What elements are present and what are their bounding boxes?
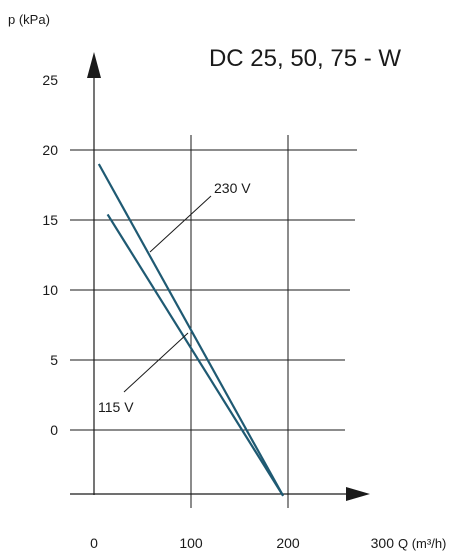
grid — [70, 135, 357, 508]
x-axis-arrow — [346, 487, 370, 501]
x-tick-labels: 0 100 200 300 — [90, 535, 394, 551]
y-axis-label: p (kPa) — [8, 12, 50, 27]
x-tick-label: 0 — [90, 535, 98, 551]
chart-title: DC 25, 50, 75 - W — [209, 45, 401, 72]
axes — [70, 52, 370, 501]
y-tick-label: 15 — [42, 212, 58, 228]
y-tick-label: 5 — [50, 352, 58, 368]
series-line-230v — [97, 163, 285, 497]
x-tick-label: 100 — [179, 535, 203, 551]
label-230v: 230 V — [214, 180, 251, 196]
y-tick-label: 0 — [50, 422, 58, 438]
series-line-115v — [106, 213, 285, 497]
series — [97, 163, 285, 497]
y-axis-arrow — [87, 52, 101, 78]
x-axis-label: Q (m³/h) — [398, 536, 446, 551]
x-tick-label: 200 — [276, 535, 300, 551]
series-annotations: 230 V 115 V — [98, 180, 251, 415]
y-tick-labels: 0 5 10 15 20 25 — [42, 72, 58, 438]
label-115v: 115 V — [98, 399, 134, 415]
x-tick-label: 300 — [371, 535, 395, 551]
y-tick-label: 25 — [42, 72, 58, 88]
y-tick-label: 20 — [42, 142, 58, 158]
y-tick-label: 10 — [42, 282, 58, 298]
label-115v-leader — [123, 332, 189, 393]
label-230v-leader — [149, 195, 212, 253]
